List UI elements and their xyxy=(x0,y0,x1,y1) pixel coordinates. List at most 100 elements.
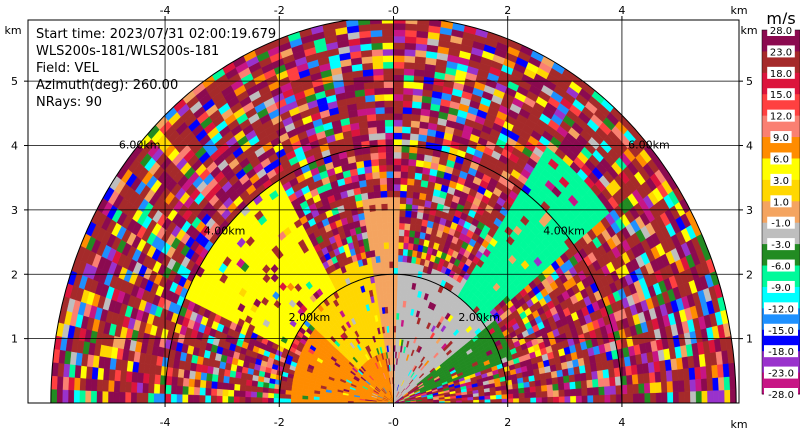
sector-cell xyxy=(410,120,421,128)
sector-cell xyxy=(393,119,403,127)
sector-cell xyxy=(407,242,414,251)
sector-cell xyxy=(562,374,570,384)
sector-cell xyxy=(389,286,394,294)
sector-cell xyxy=(524,397,531,403)
sector-cell xyxy=(399,196,407,205)
sector-cell xyxy=(411,204,419,213)
sector-cell xyxy=(557,382,565,391)
sector-cell xyxy=(387,216,394,224)
sector-cell xyxy=(387,203,394,211)
sector-cell xyxy=(412,191,420,200)
sector-cell xyxy=(374,197,382,205)
sector-cell xyxy=(393,261,399,269)
sector-cell xyxy=(574,380,582,389)
sector-cell xyxy=(370,36,383,44)
sector-cell xyxy=(393,106,403,114)
sector-cell xyxy=(402,255,408,263)
sector-cell xyxy=(405,20,418,25)
sector-cell xyxy=(393,293,398,301)
sector-cell xyxy=(409,223,416,232)
sector-cell xyxy=(393,274,398,282)
sector-cell xyxy=(399,184,408,192)
sector-cell xyxy=(649,382,657,394)
sector-cell xyxy=(380,261,386,269)
sector-cell xyxy=(393,113,403,121)
sector-cell xyxy=(403,61,415,70)
sector-cell xyxy=(393,125,403,134)
sector-cell xyxy=(558,396,566,403)
sector-cell xyxy=(717,376,725,391)
sector-cell xyxy=(535,391,543,398)
sector-cell xyxy=(412,88,423,96)
sector-cell xyxy=(399,190,407,198)
sector-cell xyxy=(473,399,480,403)
sector-cell xyxy=(400,177,408,185)
sector-cell xyxy=(364,172,373,181)
sector-cell xyxy=(365,100,376,109)
sector-cell xyxy=(575,387,583,397)
sector-cell xyxy=(416,20,430,26)
sector-cell xyxy=(370,223,378,232)
sector-cell xyxy=(388,241,394,249)
sector-cell xyxy=(655,381,662,393)
sector-cell xyxy=(375,113,385,121)
sector-cell xyxy=(400,171,409,179)
sector-cell xyxy=(615,393,623,403)
sector-cell xyxy=(363,165,373,174)
sector-cell xyxy=(501,398,508,403)
sector-cell xyxy=(393,235,399,243)
sector-cell xyxy=(683,379,691,392)
sector-cell xyxy=(380,203,388,211)
sector-cell xyxy=(393,87,404,95)
sector-cell xyxy=(413,68,425,77)
sector-cell xyxy=(682,367,690,381)
sector-cell xyxy=(372,68,384,76)
sector-cell xyxy=(366,120,377,128)
sector-cell xyxy=(678,379,685,393)
sector-cell xyxy=(393,132,403,140)
sector-cell xyxy=(403,235,410,244)
sector-cell xyxy=(383,74,394,82)
sector-cell xyxy=(416,211,424,220)
sector-cell xyxy=(610,393,617,403)
sector-cell xyxy=(371,229,379,238)
sector-cell xyxy=(413,178,422,187)
sector-cell xyxy=(382,68,394,76)
sector-cell xyxy=(393,209,400,217)
sector-cell xyxy=(376,222,383,231)
sector-cell xyxy=(371,165,380,173)
sector-cell xyxy=(405,197,413,205)
sector-cell xyxy=(386,171,394,179)
sector-cell xyxy=(684,391,691,403)
sector-cell xyxy=(395,325,399,333)
sector-cell xyxy=(397,248,404,256)
sector-cell xyxy=(386,183,394,191)
sector-cell xyxy=(399,293,404,301)
sector-cell xyxy=(597,377,605,388)
sector-cell xyxy=(365,107,376,116)
sector-cell xyxy=(401,261,407,269)
sector-cell xyxy=(373,190,381,199)
sector-cell xyxy=(393,190,401,198)
sector-cell xyxy=(381,22,394,31)
sector-cell xyxy=(547,396,554,403)
velocity-sector xyxy=(50,20,737,403)
sector-cell xyxy=(386,293,391,301)
sector-cell xyxy=(648,371,656,384)
sector-cell xyxy=(564,395,571,403)
sector-cell xyxy=(397,267,403,275)
sector-cell xyxy=(690,390,697,403)
sector-cell xyxy=(393,267,398,275)
sector-cell xyxy=(414,172,423,181)
sector-cell xyxy=(393,164,402,172)
sector-cell xyxy=(388,261,394,269)
sector-cell xyxy=(374,100,385,108)
sector-cell xyxy=(377,229,384,237)
sector-cell xyxy=(398,235,405,243)
sector-cell xyxy=(377,145,386,153)
sector-cell xyxy=(401,119,412,128)
sector-cell xyxy=(393,80,404,89)
sector-cell xyxy=(393,151,402,159)
sector-cell xyxy=(402,100,413,108)
sector-cell xyxy=(631,373,639,385)
